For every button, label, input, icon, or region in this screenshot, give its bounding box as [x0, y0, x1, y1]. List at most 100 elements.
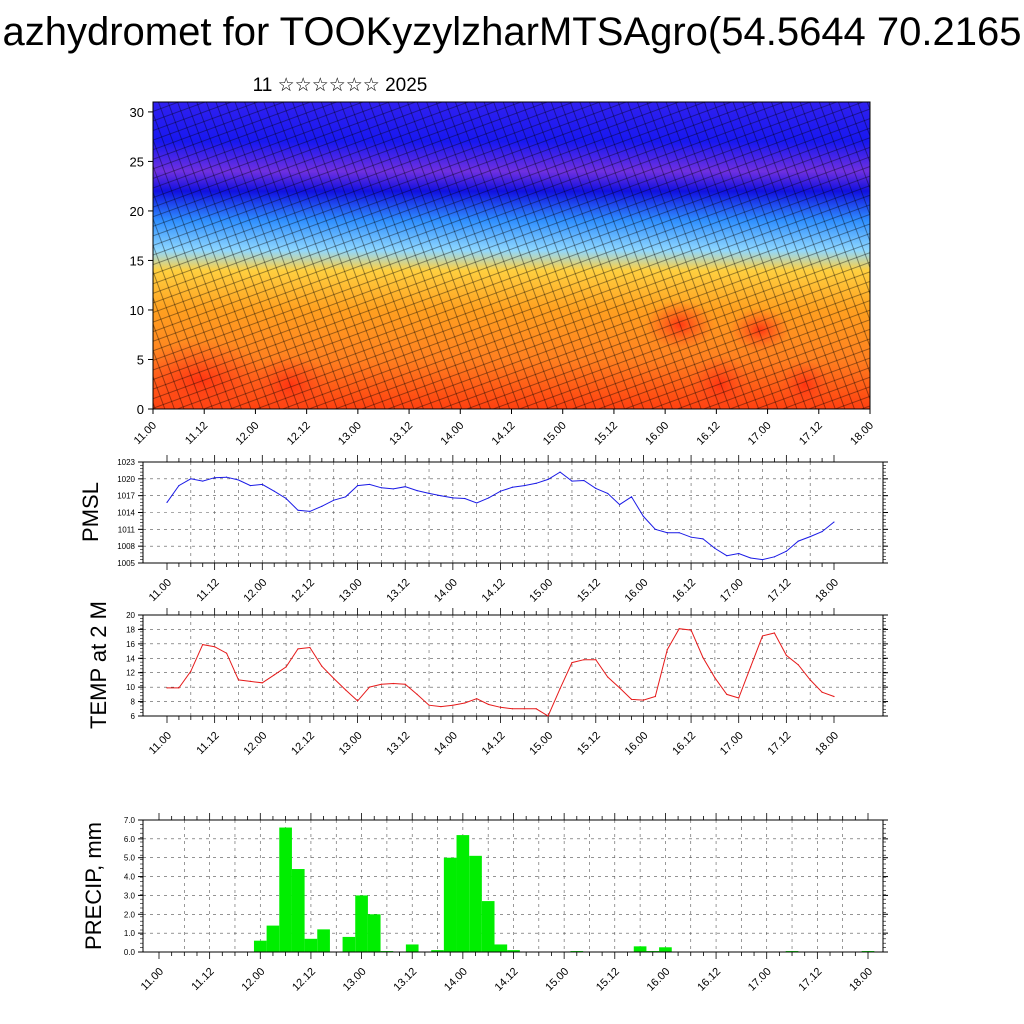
- page-subtitle: 11 ☆☆☆☆☆☆ 2025: [252, 75, 428, 96]
- temp-point-23: [440, 706, 442, 708]
- temp-point-38: [619, 687, 621, 689]
- precip-xtick-label-1: 11.12: [189, 966, 216, 993]
- wind-cross-section-panel: 0 5 10 15 20 25 30 11.00 11.12 12.00 12.12 13.00 13…: [130, 101, 876, 448]
- pmsl-point-1: [178, 484, 180, 487]
- temp-point-40: [642, 699, 645, 701]
- precip-ytick-label-7: 7.0: [124, 816, 136, 825]
- pmsl-point-42: [666, 532, 668, 534]
- pmsl-point-6: [237, 479, 240, 481]
- precip-axes: 0.0 1.0 2.0 3.0 4.0 5.0 6.0 7.0 11.00 11.12 12.00 1…: [124, 813, 888, 994]
- page-title-text: azhydromet for TOOKyzylzharMTSAgro(54.56…: [2, 10, 1022, 54]
- temp-point-21: [416, 693, 418, 695]
- pmsl-point-35: [583, 479, 585, 482]
- temp-point-24: [452, 704, 454, 706]
- precip-xtick-label-5: 13.12: [391, 966, 419, 994]
- precip-ylabel: PRECIP, mm: [81, 822, 106, 950]
- temp-point-34: [571, 662, 573, 664]
- precip-bar-12: [304, 938, 318, 952]
- pmsl-point-36: [595, 487, 597, 489]
- temp-point-1: [178, 687, 180, 689]
- temp-point-29: [511, 708, 514, 710]
- precip-bar-26: [481, 901, 495, 952]
- pmsl-point-34: [571, 480, 573, 482]
- precip-grid: [143, 820, 883, 952]
- precip-xtick-label-2: 12.00: [239, 966, 267, 994]
- temp-point-13: [321, 665, 323, 667]
- temp-ytick-label-2: 10: [126, 683, 135, 692]
- heatmap-ytick-label-4: 20: [130, 204, 144, 219]
- pmsl-xtick-label-7: 14.12: [480, 577, 508, 605]
- precip-ytick-label-6: 6.0: [124, 835, 136, 844]
- pmsl-point-43: [678, 532, 680, 534]
- temp-grid: [143, 615, 883, 716]
- temp-panel: 6 8 10 12 14 16 18 20 11.00 11.12 12.00 12.12 13.00 1…: [86, 601, 888, 758]
- pmsl-xtick-label-0: 11.00: [147, 577, 174, 604]
- pmsl-point-21: [416, 490, 418, 492]
- pmsl-ytick-label-3: 1014: [117, 509, 135, 518]
- pmsl-xtick-label-1: 11.12: [194, 577, 221, 604]
- precip-xtick-label-8: 15.00: [543, 966, 571, 994]
- precip-bar-8: [253, 940, 267, 952]
- heatmap-ytick-label-0: 0: [137, 402, 144, 417]
- pmsl-point-16: [356, 484, 359, 487]
- temp-point-16: [356, 700, 359, 702]
- precip-bar-24: [456, 835, 470, 952]
- precip-xtick-label-3: 12.12: [290, 966, 318, 994]
- precip-xtick-label-6: 14.00: [442, 966, 470, 994]
- temp-xtick-label-0: 11.00: [147, 730, 174, 757]
- temp-point-51: [773, 632, 776, 634]
- pmsl-point-40: [642, 515, 645, 518]
- precip-xtick-label-9: 15.12: [594, 966, 622, 994]
- precip-bar-22: [431, 950, 444, 952]
- temp-point-31: [535, 708, 537, 710]
- precip-bar-10: [279, 827, 292, 952]
- temp-point-0: [166, 687, 168, 689]
- temp-xtick-label-14: 18.00: [813, 730, 841, 758]
- temp-xtick-label-13: 17.12: [766, 730, 794, 758]
- temp-point-3: [202, 643, 204, 646]
- pmsl-point-26: [476, 502, 478, 504]
- pmsl-xtick-label-3: 12.12: [289, 577, 317, 605]
- temp-point-47: [726, 693, 728, 695]
- heatmap-xtick-label-11: 16.12: [695, 420, 723, 448]
- precip-bar-15: [342, 936, 356, 952]
- precip-xtick-label-14: 18.00: [847, 966, 875, 994]
- temp-point-8: [261, 682, 263, 684]
- temp-point-10: [285, 666, 287, 668]
- pmsl-ytick-label-6: 1023: [117, 458, 135, 467]
- pmsl-grid: [143, 462, 883, 563]
- pmsl-point-52: [785, 550, 787, 552]
- pmsl-point-22: [428, 492, 430, 495]
- pmsl-point-54: [809, 536, 811, 538]
- temp-point-26: [476, 698, 478, 700]
- heatmap-xtick-label-7: 14.12: [490, 420, 518, 448]
- temp-frame: [142, 614, 884, 717]
- precip-bar-23: [443, 857, 457, 952]
- pmsl-point-37: [607, 492, 609, 495]
- heatmap-xtick-label-14: 18.00: [848, 420, 876, 448]
- pmsl-point-12: [309, 510, 311, 512]
- pmsl-point-2: [190, 478, 192, 480]
- temp-point-48: [738, 697, 740, 699]
- temp-point-53: [797, 664, 799, 666]
- pmsl-point-38: [619, 504, 621, 506]
- temp-point-35: [583, 659, 585, 661]
- heatmap-y-axis: 0 5 10 15 20 25 30: [130, 105, 153, 417]
- temp-point-19: [392, 682, 394, 685]
- temp-point-30: [523, 708, 525, 710]
- temp-ytick-label-4: 14: [126, 654, 135, 663]
- pmsl-point-27: [487, 497, 490, 499]
- temp-point-39: [630, 698, 633, 701]
- temp-xtick-label-10: 16.00: [623, 730, 651, 758]
- temp-xtick-label-11: 16.12: [670, 730, 698, 758]
- pmsl-ylabel: PMSL: [78, 482, 103, 542]
- precip-ytick-label-0: 0.0: [124, 948, 136, 957]
- temp-ytick-label-3: 12: [126, 669, 135, 678]
- precip-xtick-label-13: 17.12: [797, 966, 825, 994]
- pmsl-point-20: [404, 486, 406, 488]
- pmsl-point-9: [273, 490, 275, 492]
- precip-ytick-label-4: 4.0: [124, 873, 136, 882]
- temp-point-52: [785, 654, 787, 657]
- pmsl-panel: 1005 1008 1011 1014 1017 1020 1023 11.00 11.12 12…: [78, 455, 888, 605]
